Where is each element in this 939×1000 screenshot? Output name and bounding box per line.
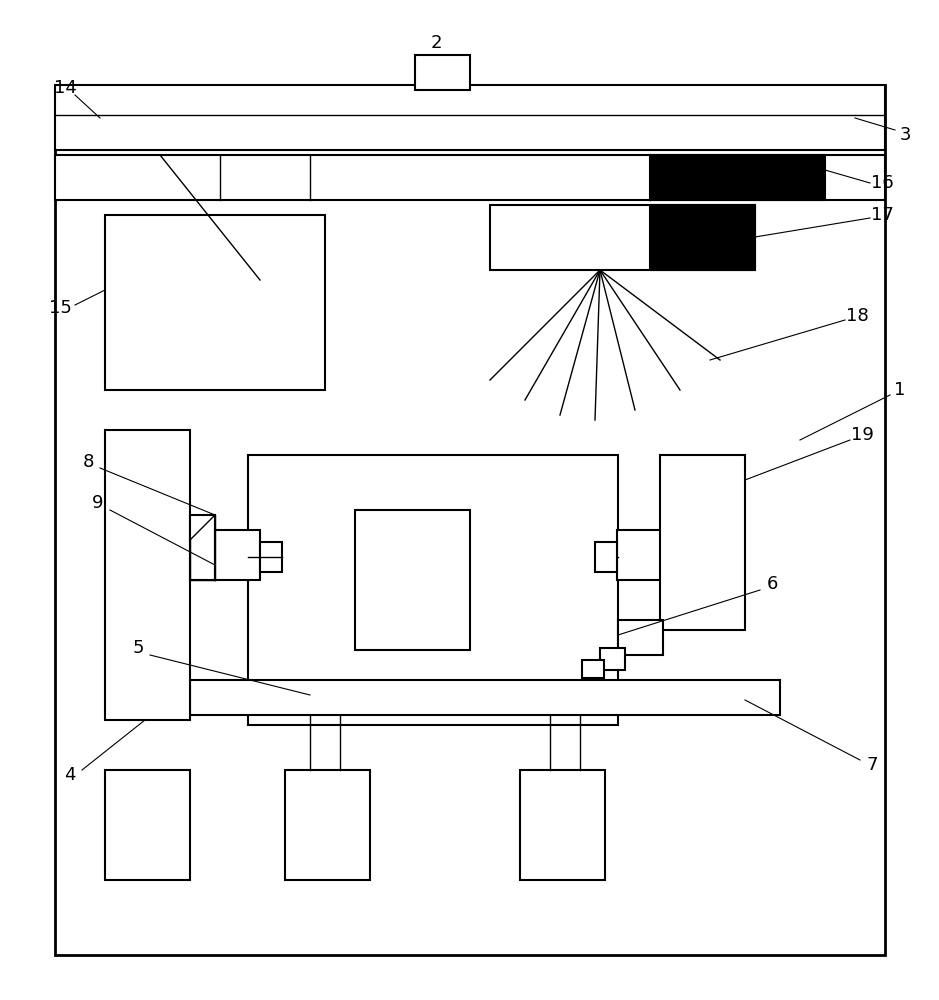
Text: 1: 1 — [894, 381, 906, 399]
Bar — [618, 620, 663, 655]
Text: 16: 16 — [870, 174, 893, 192]
Text: 4: 4 — [64, 766, 76, 784]
Bar — [582, 660, 604, 678]
Text: 7: 7 — [867, 756, 878, 774]
Text: 18: 18 — [846, 307, 869, 325]
Bar — [105, 215, 325, 390]
Text: 17: 17 — [870, 206, 893, 224]
Text: 15: 15 — [49, 299, 71, 317]
Bar — [355, 510, 470, 650]
Text: 9: 9 — [92, 494, 103, 512]
Bar — [660, 455, 745, 630]
Bar — [260, 542, 282, 572]
Bar — [415, 55, 470, 90]
Bar — [617, 530, 662, 580]
Bar — [600, 648, 625, 670]
Bar — [595, 542, 617, 572]
Bar — [215, 530, 260, 580]
Bar — [520, 770, 605, 880]
Bar — [105, 770, 190, 880]
Bar — [650, 205, 755, 270]
Text: 3: 3 — [900, 126, 911, 144]
Bar — [285, 770, 370, 880]
Text: 8: 8 — [83, 453, 94, 471]
Bar — [55, 85, 885, 150]
Text: 14: 14 — [54, 79, 76, 97]
Bar — [248, 455, 618, 725]
Text: 5: 5 — [132, 639, 144, 657]
Bar — [55, 155, 885, 200]
Bar — [55, 85, 885, 955]
Bar — [490, 205, 755, 270]
Text: 2: 2 — [430, 34, 441, 52]
Text: 6: 6 — [766, 575, 777, 593]
Bar — [105, 430, 190, 720]
Bar — [190, 515, 215, 580]
Bar — [650, 155, 825, 200]
Bar — [190, 680, 780, 715]
Text: 19: 19 — [851, 426, 873, 444]
